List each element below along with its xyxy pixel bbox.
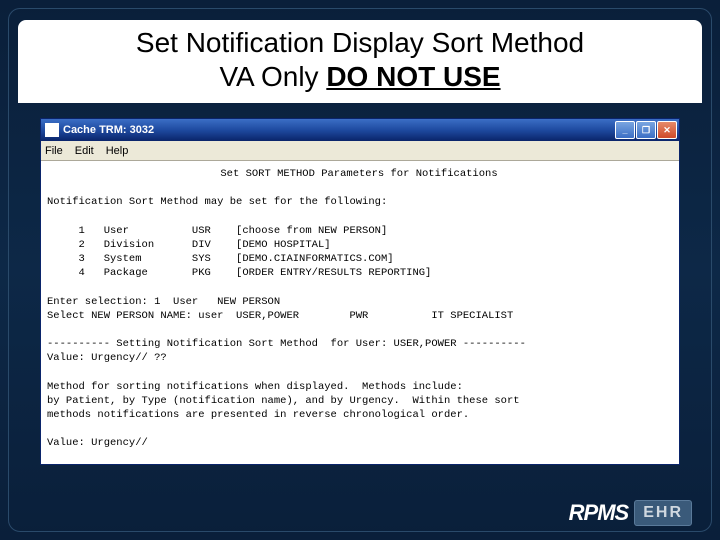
term-val2: Value: Urgency// [47,437,148,449]
window-controls: _ ❐ ✕ [615,121,677,139]
term-m3: methods notifications are presented in r… [47,409,469,421]
title-line1: Set Notification Display Sort Method [136,27,584,58]
term-m1: Method for sorting notifications when di… [47,381,463,393]
title-line2a: VA Only [219,61,326,92]
minimize-button[interactable]: _ [615,121,635,139]
menu-help[interactable]: Help [106,145,129,157]
term-intro: Notification Sort Method may be set for … [47,196,387,208]
terminal-window: Cache TRM: 3032 _ ❐ ✕ File Edit Help Set… [40,118,680,465]
app-icon [45,123,59,137]
term-val1: Value: Urgency// ?? [47,352,167,364]
menu-edit[interactable]: Edit [75,145,94,157]
term-header: Set SORT METHOD Parameters for Notificat… [47,167,671,181]
title-line2b: DO NOT USE [326,61,500,92]
logo-area: RPMS EHR [569,500,692,526]
window-title: Cache TRM: 3032 [63,124,615,136]
term-opt4: 4 Package PKG [ORDER ENTRY/RESULTS REPOR… [47,267,431,279]
term-opt1: 1 User USR [choose from NEW PERSON] [47,225,387,237]
rpms-logo: RPMS [569,500,629,526]
maximize-button[interactable]: ❐ [636,121,656,139]
menu-file[interactable]: File [45,145,63,157]
term-div: ---------- Setting Notification Sort Met… [47,338,526,350]
close-button[interactable]: ✕ [657,121,677,139]
term-opt3: 3 System SYS [DEMO.CIAINFORMATICS.COM] [47,253,394,265]
term-sel: Enter selection: 1 User NEW PERSON [47,296,280,308]
menubar: File Edit Help [41,141,679,161]
terminal-content[interactable]: Set SORT METHOD Parameters for Notificat… [41,161,679,464]
term-m2: by Patient, by Type (notification name),… [47,395,520,407]
term-opt2: 2 Division DIV [DEMO HOSPITAL] [47,239,331,251]
ehr-badge: EHR [634,500,692,526]
titlebar: Cache TRM: 3032 _ ❐ ✕ [41,119,679,141]
slide-title: Set Notification Display Sort Method VA … [18,20,702,103]
term-sel2: Select NEW PERSON NAME: user USER,POWER … [47,310,513,322]
